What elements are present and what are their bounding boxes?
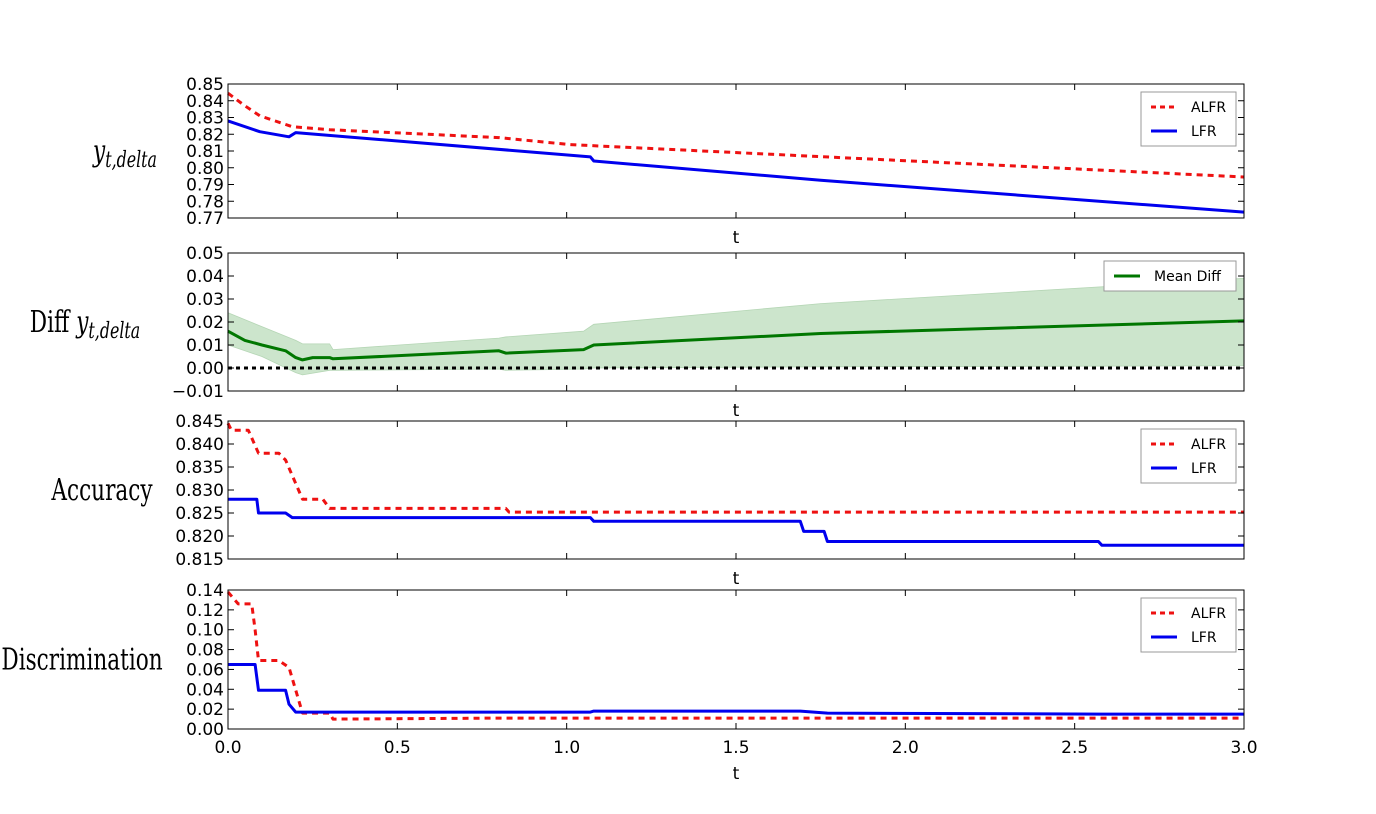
legend-label: ALFR [1191, 437, 1226, 453]
y-axis-label: Accuracy [51, 474, 153, 508]
x-tick-label: 0.5 [384, 738, 411, 758]
y-tick-label: 0.815 [175, 550, 224, 570]
legend: Mean Diff [1103, 260, 1237, 292]
legend-box [1140, 428, 1237, 484]
legend-label: ALFR [1191, 100, 1226, 116]
y-tick-label: 0.08 [186, 641, 224, 661]
legend: ALFR LFR [1140, 428, 1237, 484]
y-tick-label: 0.825 [175, 504, 224, 524]
subplot-4: 0.0 0.5 1.0 1.5 2.0 2.5 3.0 0.000.020.040.060.0… [1, 581, 1257, 784]
y-tick-label: 0.10 [186, 621, 224, 641]
y-tick-label: 0.80 [186, 159, 224, 179]
y-tick-label: 0.12 [186, 601, 224, 621]
x-tick-label: 2.5 [1061, 738, 1088, 758]
subplot-3: 0.815 0.820 0.825 0.830 0.835 0.840 0.845 t Accu… [51, 412, 1245, 589]
x-axis-label: t [733, 764, 740, 784]
y-tick-label: 0.05 [186, 244, 224, 264]
y-tick-label: 0.820 [175, 527, 224, 547]
y-axis-label: Diff yt,delta [30, 306, 140, 344]
x-tick-label: 0.0 [214, 738, 241, 758]
y-tick-label: 0.84 [186, 92, 224, 112]
y-tick-label: 0.04 [186, 680, 224, 700]
legend-box [1140, 597, 1237, 653]
subplot-2: −0.01 0.00 0.01 0.02 0.03 0.04 0.05 t Diff yt,de… [30, 244, 1245, 421]
y-axis-label: yt,delta [92, 135, 157, 173]
y-tick-label: 0.02 [186, 313, 224, 333]
y-tick-label: 0.02 [186, 700, 224, 720]
plot-frame [227, 589, 1245, 730]
legend-box [1140, 91, 1237, 147]
x-tick-label: 2.0 [892, 738, 919, 758]
x-axis-label: t [733, 401, 740, 421]
y-axis-label: Discrimination [1, 643, 162, 677]
series-line-alfr [226, 422, 1244, 514]
y-tick-label: 0.78 [186, 192, 224, 212]
y-tick-label: 0.77 [186, 209, 224, 229]
x-axis-label: t [733, 569, 740, 589]
x-tick-label: 1.0 [553, 738, 580, 758]
y-tick-label: 0.06 [186, 660, 224, 680]
y-tick-label: 0.835 [175, 458, 224, 478]
y-tick-label: 0.830 [175, 481, 224, 501]
subplot-1: 0.770.780.790.800.810.820.830.840.85 t yt,… [92, 75, 1245, 248]
legend: ALFR LFR [1140, 597, 1237, 653]
y-tick-label: 0.82 [186, 125, 224, 145]
legend-label: LFR [1191, 124, 1217, 140]
y-tick-label: −0.01 [172, 382, 224, 402]
x-axis-label: t [733, 228, 740, 248]
y-tick-label: 0.840 [175, 435, 224, 455]
series-line-lfr [228, 663, 1244, 716]
legend-label: Mean Diff [1154, 269, 1221, 285]
plot-frame [227, 420, 1245, 560]
series-line-mean-diff [227, 319, 1245, 362]
y-tick-label: 0.03 [186, 290, 224, 310]
legend: ALFR LFR [1140, 91, 1237, 147]
y-tick-label: 0.81 [186, 142, 224, 162]
y-tick-label: 0.83 [186, 109, 224, 129]
series-line-alfr [227, 91, 1245, 179]
plot-frame [227, 83, 1245, 219]
legend-label: LFR [1191, 461, 1217, 477]
y-tick-label: 0.85 [186, 75, 224, 95]
series-line-lfr [228, 497, 1244, 547]
legend-label: ALFR [1191, 606, 1226, 622]
y-tick-label: 0.00 [186, 359, 224, 379]
y-tick-label: 0.00 [186, 720, 224, 740]
x-tick-label: 3.0 [1230, 738, 1257, 758]
x-tick-label: 1.5 [722, 738, 749, 758]
legend-label: LFR [1191, 630, 1217, 646]
y-tick-label: 0.845 [175, 412, 224, 432]
y-tick-label: 0.79 [186, 176, 224, 196]
series-line-lfr [227, 119, 1245, 214]
series-line-alfr [226, 591, 1244, 721]
y-tick-label: 0.04 [186, 267, 224, 287]
y-tick-label: 0.14 [186, 581, 224, 601]
y-tick-label: 0.01 [186, 336, 224, 356]
